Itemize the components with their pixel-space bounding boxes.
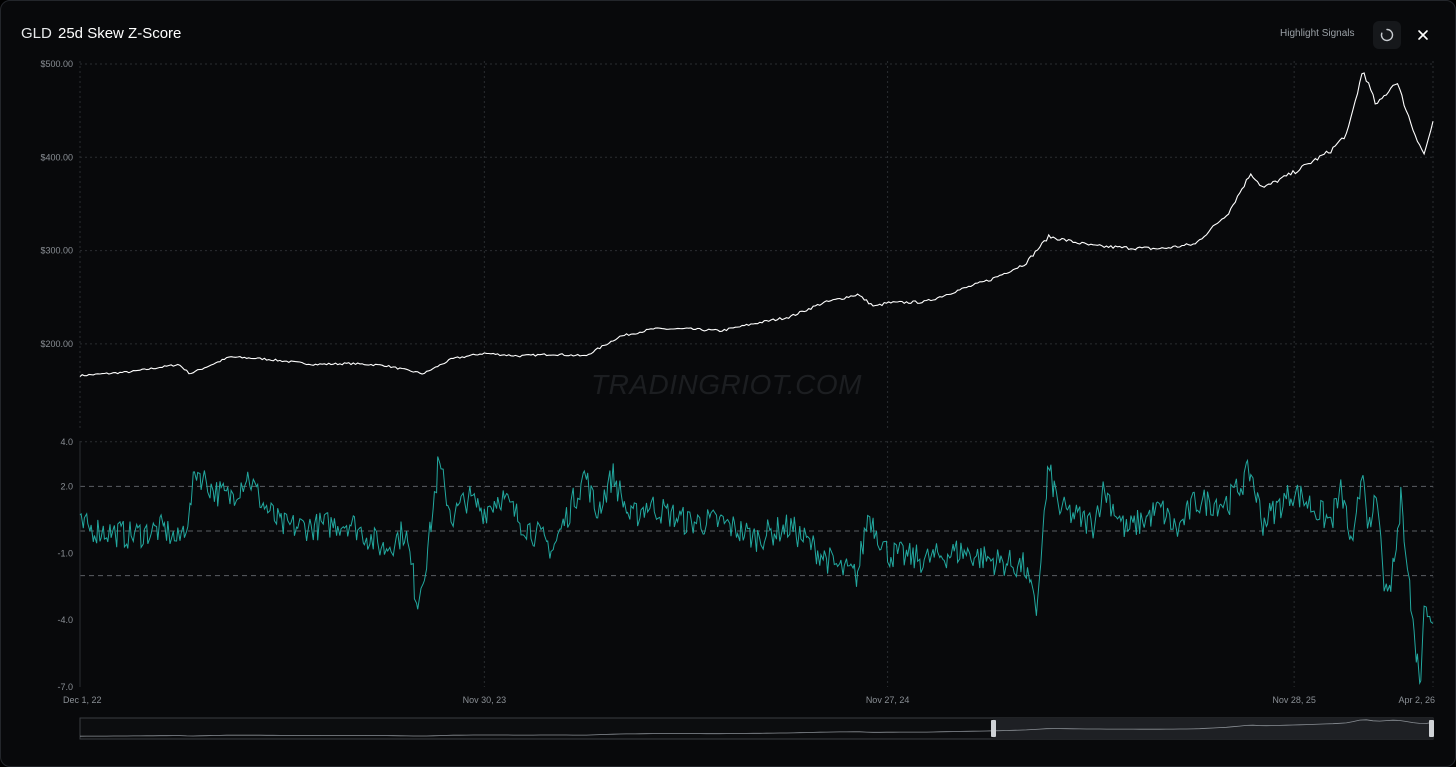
navigator-handle-left	[991, 720, 996, 737]
price-panel	[79, 72, 1434, 378]
x-tick-label: Nov 30, 23	[463, 695, 507, 705]
zscore-tick-label: 4.0	[60, 437, 73, 447]
x-tick-label: Dec 1, 22	[63, 695, 102, 705]
range-navigator[interactable]	[79, 717, 1434, 740]
grid	[79, 61, 1434, 687]
close-icon	[1418, 30, 1428, 40]
zscore-tick-label: -4.0	[57, 615, 73, 625]
reload-icon	[1380, 28, 1394, 42]
highlight-signals-toggle[interactable]: Highlight Signals	[1280, 28, 1355, 39]
price-tick-label: $300.00	[40, 246, 73, 256]
navigator-price-line	[79, 719, 1434, 737]
watermark: TRADINGRIOT.COM	[591, 369, 862, 400]
zscore-series-line	[79, 456, 1434, 685]
reload-button[interactable]	[1373, 21, 1401, 49]
price-series-line	[79, 72, 1434, 378]
close-button[interactable]	[1409, 21, 1437, 49]
navigator-selection	[993, 718, 1433, 739]
zscore-tick-label: -1.0	[57, 548, 73, 558]
price-tick-label: $200.00	[40, 339, 73, 349]
x-tick-label: Apr 2, 26	[1398, 695, 1435, 705]
navigator-handle-right	[1429, 720, 1434, 737]
x-tick-label: Nov 27, 24	[866, 695, 910, 705]
price-tick-label: $500.00	[40, 59, 73, 69]
zscore-tick-label: -7.0	[57, 682, 73, 692]
x-tick-label: Nov 28, 25	[1272, 695, 1316, 705]
ticker-label: GLD	[21, 25, 52, 42]
price-tick-label: $400.00	[40, 152, 73, 162]
chart-title: 25d Skew Z-Score	[58, 25, 182, 42]
zscore-panel	[79, 456, 1434, 685]
axes: $200.00 $300.00 $400.00 $500.00 -7.0 -4.0 -1.0…	[40, 59, 1435, 705]
zscore-tick-label: 2.0	[60, 481, 73, 491]
